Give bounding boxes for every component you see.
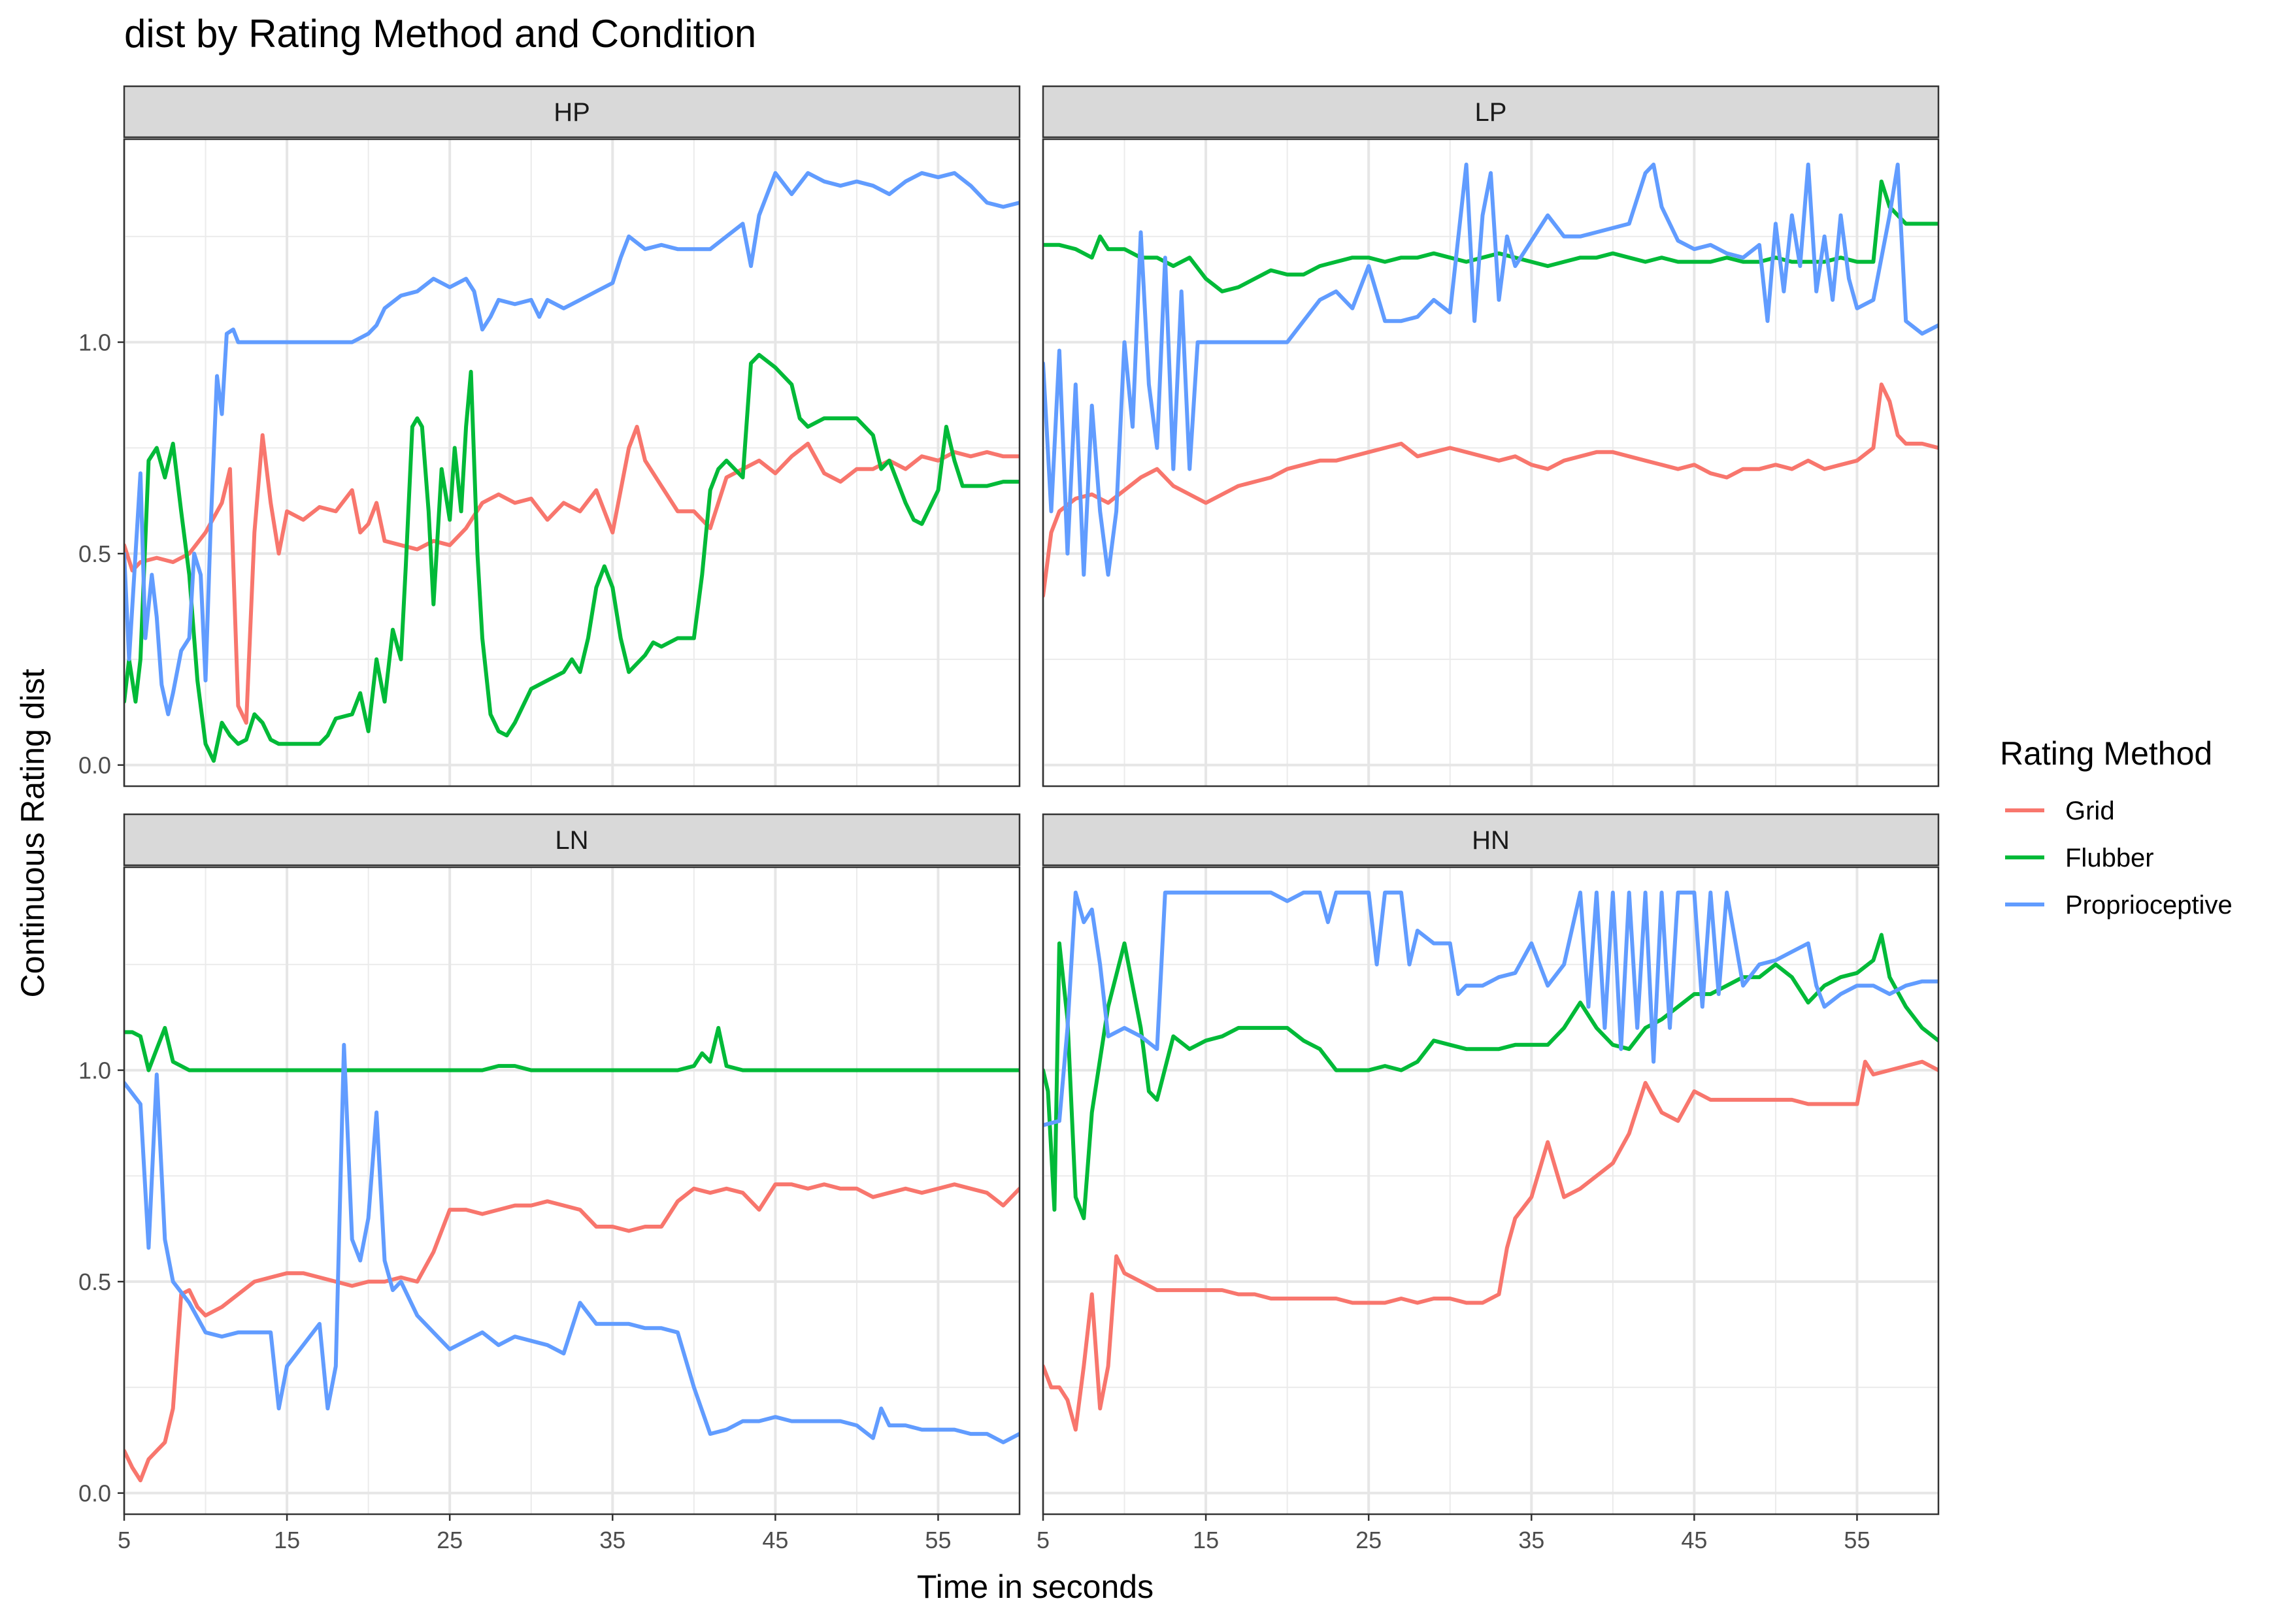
x-tick-label: 45 [762, 1527, 788, 1553]
facet-strip-label: HP [554, 98, 590, 127]
y-tick-label: 0.0 [78, 1480, 111, 1507]
y-tick-label: 0.0 [78, 752, 111, 779]
legend-items: Grid Flubber Proprioceptive [2005, 797, 2233, 920]
facet-strip-label: HN [1472, 826, 1510, 855]
gridlines [1042, 867, 1938, 1514]
panel-border [1042, 866, 1940, 1516]
facet-panel-HN: HN 5 15 25 35 45 55 [1037, 813, 1940, 1553]
panel-border [123, 138, 1021, 787]
x-tick-label: 5 [118, 1527, 131, 1553]
y-tick-label: 1.0 [78, 1057, 111, 1084]
series-line-proprioceptive [1043, 890, 1938, 1127]
facet-panel-LN: LN 0.0 0.5 1.0 5 15 25 35 45 55 [78, 813, 1021, 1553]
series-line-proprioceptive [1043, 162, 1938, 577]
x-tick-label: 15 [274, 1527, 300, 1553]
x-tick-label: 25 [437, 1527, 463, 1553]
y-tick-label: 0.5 [78, 1268, 111, 1295]
panel-background [124, 139, 1020, 786]
y-tick-label: 1.0 [78, 329, 111, 356]
x-tick-label: 45 [1681, 1527, 1707, 1553]
legend-title: Rating Method [2000, 735, 2212, 772]
x-tick-label: 25 [1355, 1527, 1382, 1553]
chart-title: dist by Rating Method and Condition [124, 12, 756, 56]
facet-panel-HP: HP 0.0 0.5 1.0 [78, 85, 1021, 787]
series-lines [1043, 162, 1938, 598]
x-tick-label: 35 [599, 1527, 625, 1553]
panel-border [123, 866, 1021, 1516]
series-lines [124, 171, 1020, 763]
facet-strip-label: LP [1475, 98, 1507, 127]
x-tick-label: 35 [1518, 1527, 1544, 1553]
series-lines [124, 1025, 1020, 1483]
series-line-grid [1043, 382, 1938, 598]
x-tick-label: 15 [1193, 1527, 1219, 1553]
y-axis-title: Continuous Rating dist [14, 669, 51, 997]
legend-label-grid: Grid [2065, 797, 2115, 825]
x-tick-label: 5 [1037, 1527, 1050, 1553]
facet-panel-LP: LP [1042, 85, 1940, 787]
series-line-proprioceptive [124, 171, 1020, 716]
facet-strip [123, 85, 1021, 139]
x-tick-label: 55 [925, 1527, 951, 1553]
series-line-grid [124, 1182, 1020, 1483]
y-tick-label: 0.5 [78, 540, 111, 567]
legend-label-flubber: Flubber [2065, 844, 2154, 872]
series-line-flubber [124, 353, 1020, 763]
facet-strip [1042, 85, 1940, 139]
legend-label-proprioceptive: Proprioceptive [2065, 891, 2233, 920]
series-line-grid [1043, 1059, 1938, 1432]
x-axis-title: Time in seconds [917, 1568, 1154, 1605]
x-tick-label: 55 [1844, 1527, 1870, 1553]
facet-strip [123, 813, 1021, 867]
series-lines [1043, 890, 1938, 1432]
panel-background [124, 867, 1020, 1514]
series-line-proprioceptive [124, 1042, 1020, 1444]
facet-panels: HP 0.0 0.5 1.0 LP LN 0.0 0.5 1.0 5 15 25 35 45 55 HN 5 15… [78, 85, 1940, 1553]
facet-strip [1042, 813, 1940, 867]
series-line-grid [124, 425, 1020, 725]
facet-strip-label: LN [555, 826, 588, 855]
series-line-flubber [124, 1025, 1020, 1072]
panel-border [1042, 138, 1940, 787]
legend: Rating Method Grid Flubber Proprioceptive [2000, 735, 2233, 920]
